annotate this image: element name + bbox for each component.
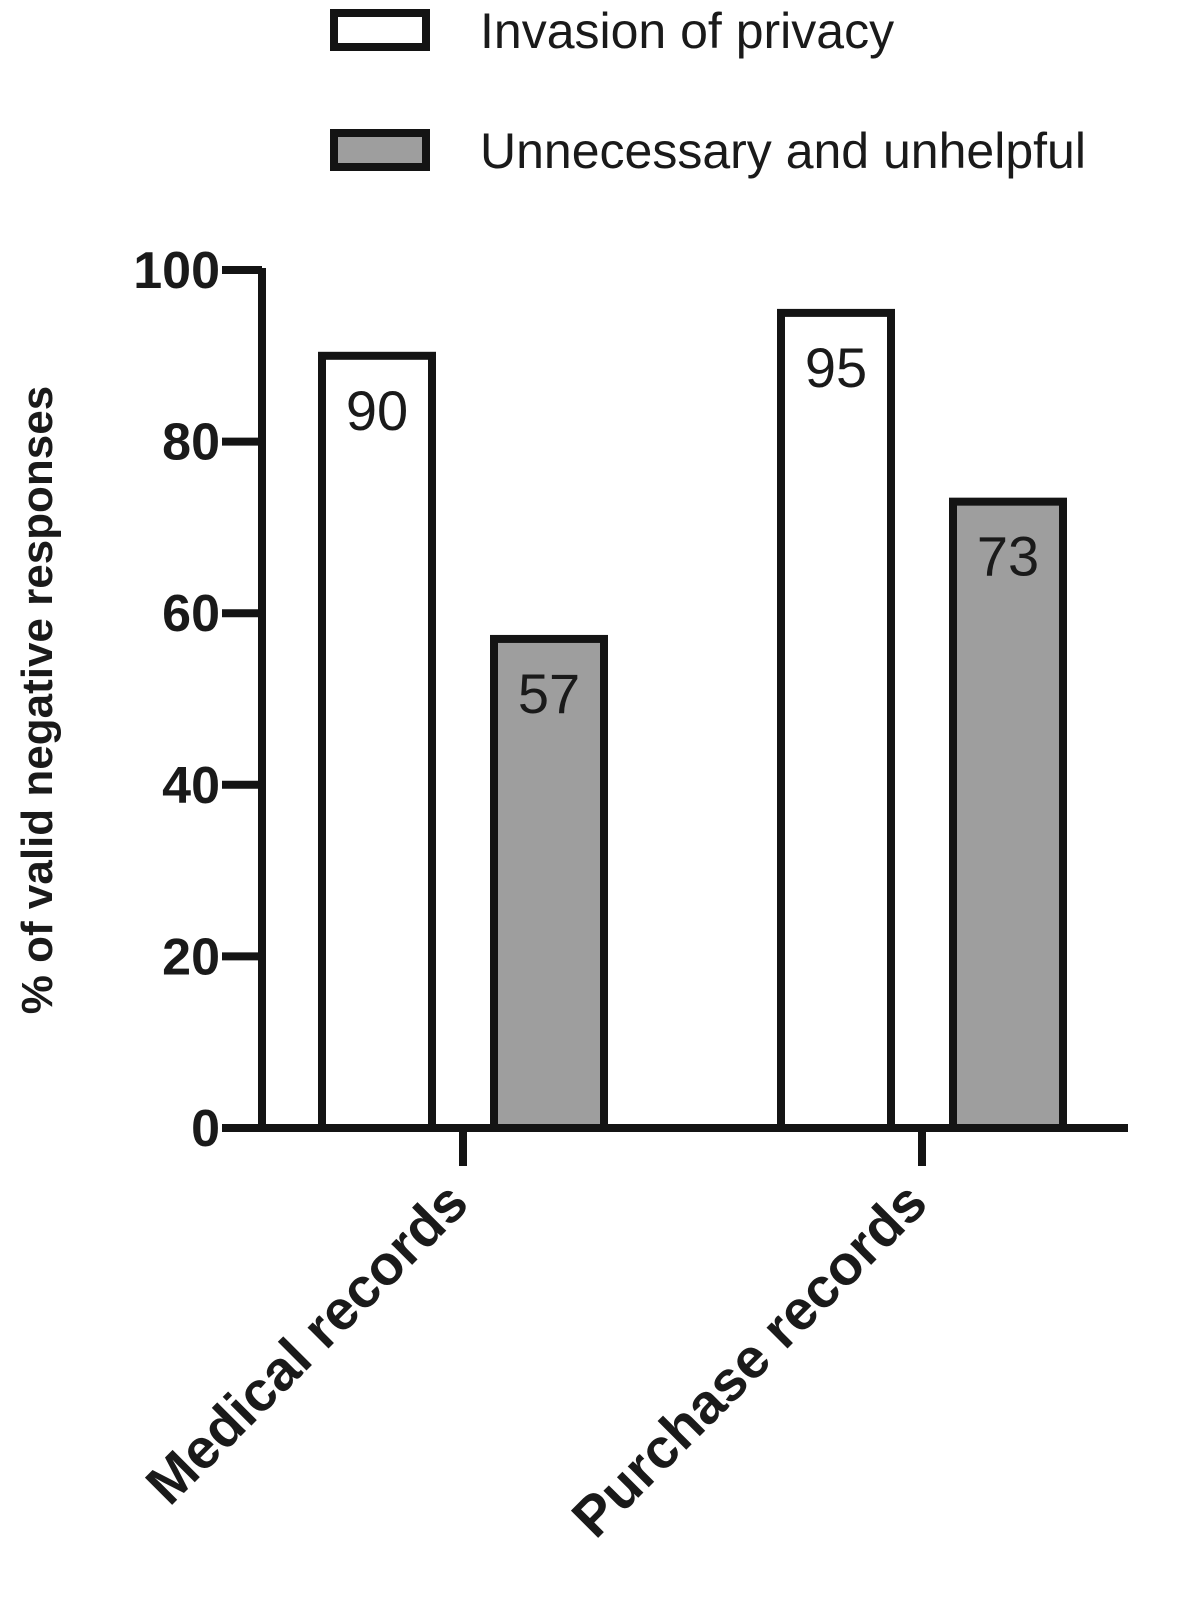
y-tick-label: 80	[162, 414, 220, 472]
bar	[949, 497, 1067, 1133]
bars: 90 57 95 73	[318, 308, 1067, 1133]
y-tick-label: 100	[133, 242, 220, 300]
legend-label: Invasion of privacy	[480, 3, 894, 59]
y-tick-label: 40	[162, 757, 220, 815]
bar-value-label: 90	[346, 379, 408, 442]
x-axis: Medical records Purchase records	[133, 1124, 1128, 1549]
x-tick-label: Purchase records	[559, 1170, 938, 1549]
bar-value-label: 95	[805, 336, 867, 399]
legend-swatch	[330, 9, 430, 51]
bar	[777, 308, 895, 1132]
legend: Invasion of privacy Unnecessary and unhel…	[330, 3, 1086, 179]
legend-label: Unnecessary and unhelpful	[480, 123, 1086, 179]
x-tick-label: Medical records	[133, 1170, 479, 1516]
bar-value-label: 73	[977, 525, 1039, 588]
y-axis-label: % of valid negative responses	[13, 386, 62, 1014]
legend-swatch	[330, 129, 430, 171]
y-tick-label: 20	[162, 928, 220, 986]
bar-value-label: 57	[518, 662, 580, 725]
y-tick-label: 60	[162, 585, 220, 643]
bar	[318, 351, 436, 1132]
y-axis: 0 20 40 60 80 100	[133, 242, 266, 1158]
y-tick-label: 0	[191, 1100, 220, 1158]
